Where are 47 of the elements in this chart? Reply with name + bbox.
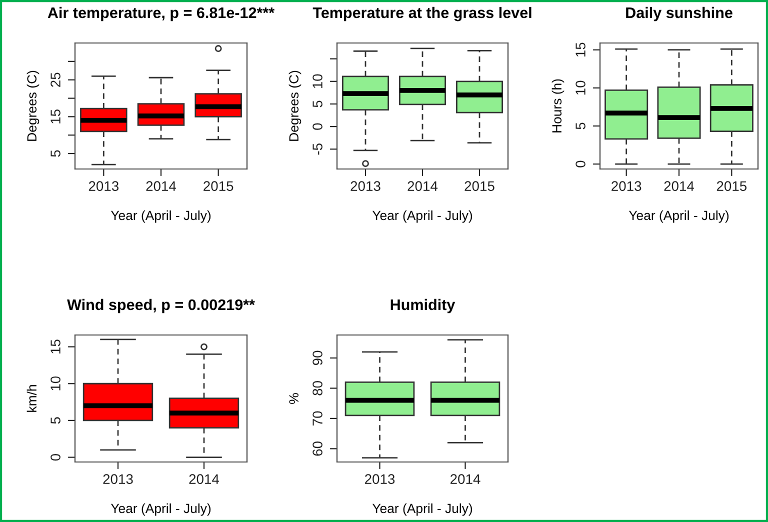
y-tick-label: 10 — [50, 376, 60, 390]
y-tick-label: 80 — [312, 381, 322, 396]
x-tick-label: 2013 — [88, 181, 119, 192]
y-tick-label: 70 — [312, 411, 322, 426]
x-axis-title: Year (April - July) — [372, 210, 472, 223]
y-tick-label: 15 — [50, 110, 60, 124]
x-tick-label: 2015 — [716, 181, 747, 192]
x-axis-title: Year (April - July) — [628, 210, 729, 223]
chart-title: Wind speed, p = 0.00219** — [67, 298, 255, 314]
y-tick-label: 15 — [50, 340, 60, 354]
y-tick-label: 0 — [576, 160, 586, 168]
x-tick-label: 2014 — [408, 181, 438, 192]
chart-title: Air temperature, p = 6.81e-12*** — [48, 6, 275, 22]
x-tick-label: 2014 — [189, 474, 220, 484]
x-axis-title: Year (April - July) — [372, 503, 472, 516]
x-tick-label: 2014 — [146, 181, 176, 192]
y-tick-label: 5 — [312, 100, 322, 108]
chart-title: Temperature at the grass level — [312, 6, 532, 22]
y-tick-label: 5 — [576, 122, 586, 130]
chart-title: Daily sunshine — [626, 6, 732, 22]
y-tick-label: 25 — [50, 72, 60, 87]
y-axis-title: Degrees (C) — [26, 70, 40, 141]
y-axis-title: % — [289, 393, 298, 404]
x-axis-title: Year (April - July) — [110, 210, 211, 223]
x-tick-label: 2013 — [612, 181, 642, 192]
y-axis-title: Degrees (C) — [288, 70, 302, 141]
y-tick-label: 90 — [312, 350, 322, 366]
x-tick-label: 2014 — [450, 474, 480, 484]
y-tick-label: 10 — [576, 80, 586, 95]
y-tick-label: -5 — [312, 144, 322, 155]
y-tick-label: 60 — [312, 442, 322, 456]
x-tick-label: 2013 — [365, 474, 395, 484]
y-tick-label: 0 — [50, 454, 60, 461]
x-tick-label: 2014 — [664, 181, 694, 192]
x-axis-title: Year (April - July) — [110, 503, 211, 516]
x-tick-label: 2013 — [103, 474, 133, 484]
x-tick-label: 2015 — [464, 181, 494, 192]
x-tick-label: 2013 — [350, 181, 380, 192]
chart-title: Humidity — [390, 298, 456, 314]
y-tick-label: 5 — [50, 150, 60, 157]
y-axis-title: Hours (h) — [552, 79, 564, 132]
y-tick-label: 15 — [576, 42, 586, 57]
y-tick-label: 0 — [312, 123, 322, 130]
y-tick-label: 10 — [312, 74, 322, 88]
y-axis-title: km/h — [26, 385, 37, 412]
y-tick-label: 5 — [50, 417, 60, 424]
x-tick-label: 2015 — [204, 181, 234, 192]
